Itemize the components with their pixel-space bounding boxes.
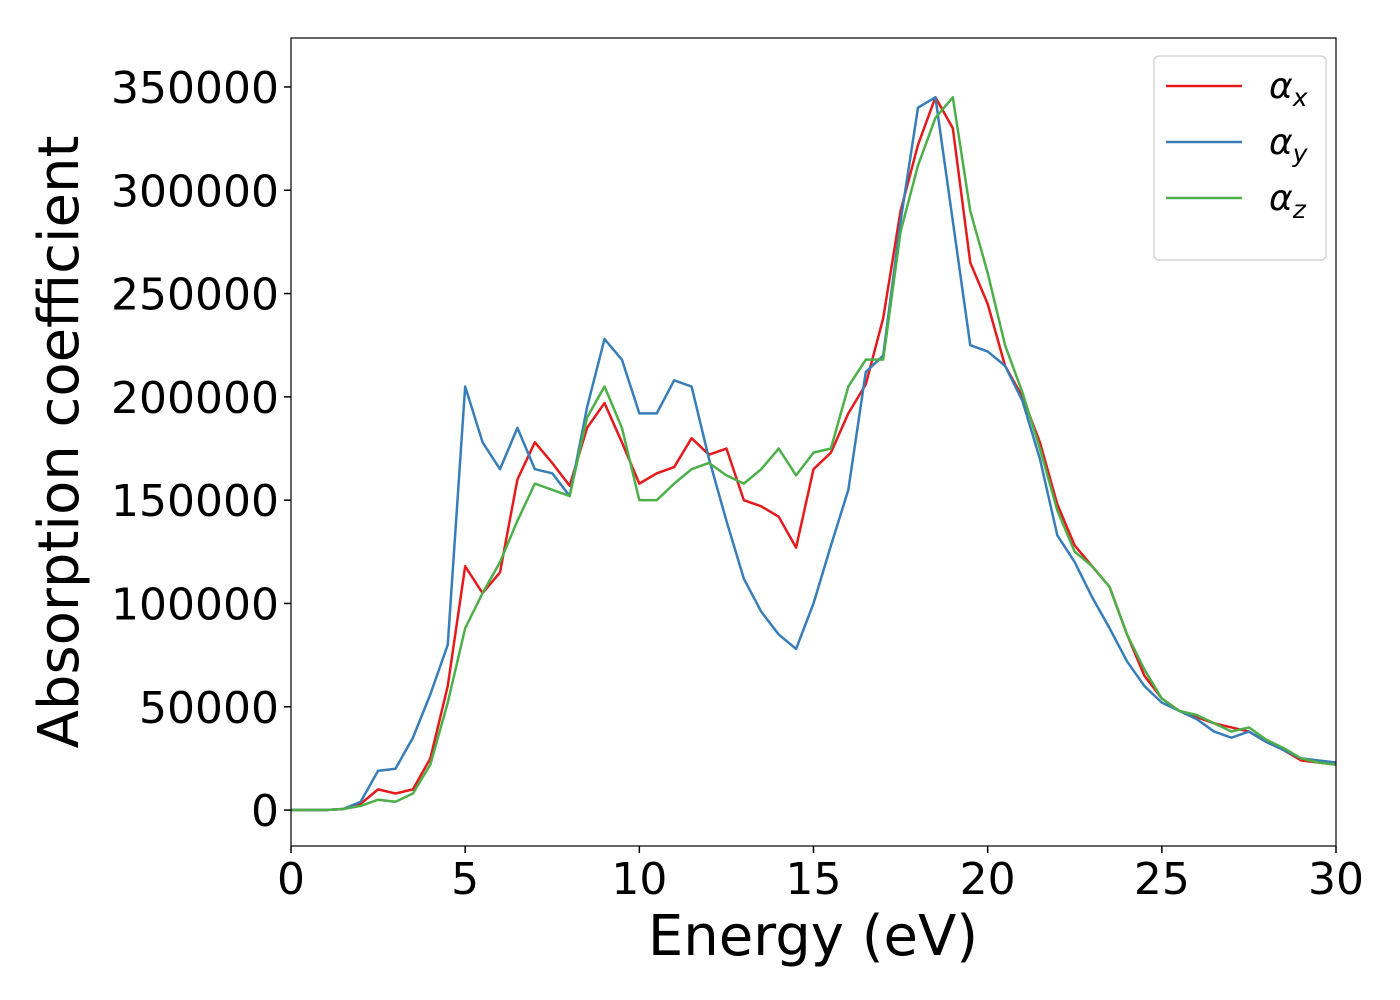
y-tick-label: 50000 (139, 683, 279, 734)
x-tick-label: 30 (1308, 854, 1364, 905)
legend-label: αz (1269, 178, 1307, 224)
x-tick-label: 20 (960, 854, 1016, 905)
y-tick-label: 100000 (111, 579, 279, 630)
plot-frame (290, 37, 1337, 847)
y-tick-label: 300000 (111, 166, 279, 217)
x-tick-label: 5 (451, 854, 479, 905)
line-series (291, 96, 1336, 812)
y-tick-label: 250000 (111, 270, 279, 321)
legend-label: αy (1269, 122, 1309, 168)
legend-box (1153, 55, 1327, 261)
y-tick-label: 200000 (111, 373, 279, 424)
x-axis-label: Energy (eV) (648, 904, 978, 969)
legend-label: αx (1269, 66, 1308, 112)
line-series (291, 96, 1336, 812)
x-tick-label: 15 (786, 854, 842, 905)
y-tick-label: 350000 (111, 63, 279, 114)
y-tick-label: 0 (251, 786, 279, 837)
y-axis-label: Absorption coefficient (27, 136, 92, 749)
x-tick-label: 10 (611, 854, 667, 905)
x-tick-label: 0 (277, 854, 305, 905)
x-tick-label: 25 (1134, 854, 1190, 905)
y-tick-label: 150000 (111, 476, 279, 527)
